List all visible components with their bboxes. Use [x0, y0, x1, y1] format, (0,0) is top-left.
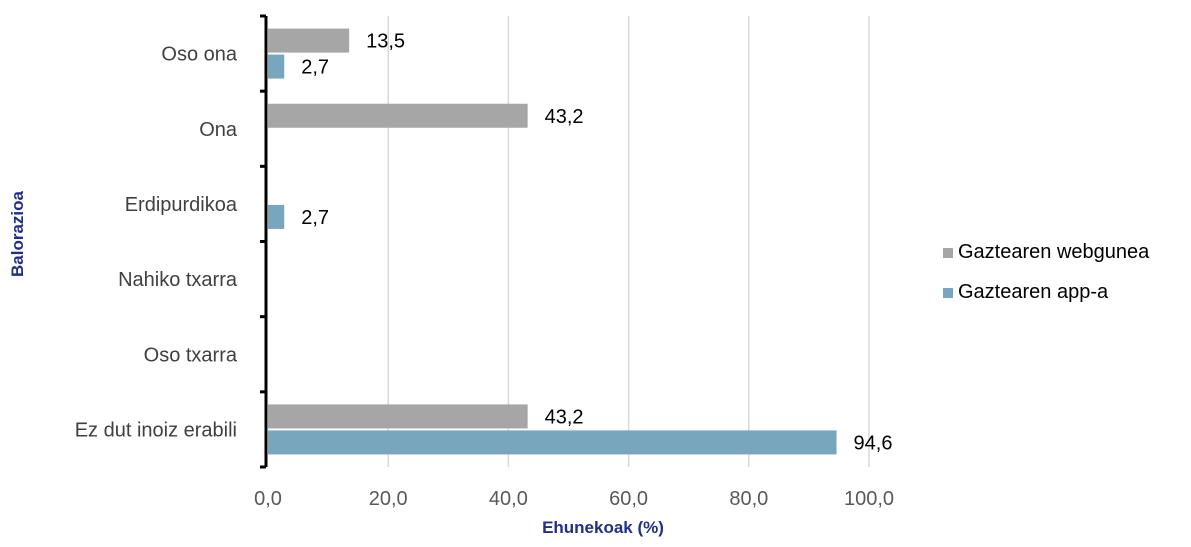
category-label: Oso ona: [161, 44, 237, 66]
x-tick-label: 100,0: [844, 488, 894, 510]
bar: [268, 28, 350, 53]
bar: [268, 54, 285, 79]
x-tick-label: 60,0: [609, 488, 648, 510]
data-label: 94,6: [854, 432, 893, 454]
bars: [268, 28, 837, 455]
data-label: 2,7: [301, 57, 329, 79]
data-label: 43,2: [545, 106, 584, 128]
x-tick-label: 80,0: [729, 488, 768, 510]
data-label: 43,2: [545, 406, 584, 428]
gridlines: [387, 16, 870, 467]
bar: [268, 204, 285, 229]
x-tick-label: 20,0: [369, 488, 408, 510]
data-label: 13,5: [366, 31, 405, 53]
y-axis-title: Balorazioa: [8, 190, 27, 277]
legend-label: Gaztearen webgunea: [958, 241, 1150, 263]
legend-swatch: [943, 248, 953, 258]
category-label: Oso txarra: [144, 344, 238, 366]
axes: [260, 14, 268, 469]
x-tick-label: 40,0: [489, 488, 528, 510]
legend-label: Gaztearen app-a: [958, 281, 1109, 303]
x-tick-labels: 0,0 20,0 40,0 60,0 80,0 100,0: [254, 488, 894, 510]
category-labels: Oso ona Ona Erdipurdikoa Nahiko txarra Oso t…: [75, 44, 238, 442]
data-label: 2,7: [301, 207, 329, 229]
category-label: Erdipurdikoa: [125, 194, 238, 216]
data-labels: 13,5 2,7 43,2 2,7 43,2 94,6: [301, 31, 892, 455]
bar: [268, 430, 837, 455]
x-axis-title: Ehunekoak (%): [542, 518, 664, 537]
bar: [268, 103, 528, 128]
category-label: Ez dut inoiz erabili: [75, 419, 237, 441]
x-tick-label: 0,0: [254, 488, 282, 510]
category-label: Ona: [199, 119, 238, 141]
category-label: Nahiko txarra: [118, 269, 238, 291]
bar: [268, 404, 528, 429]
legend-swatch: [943, 288, 953, 298]
legend: Gaztearen webgunea Gaztearen app-a: [943, 241, 1150, 303]
